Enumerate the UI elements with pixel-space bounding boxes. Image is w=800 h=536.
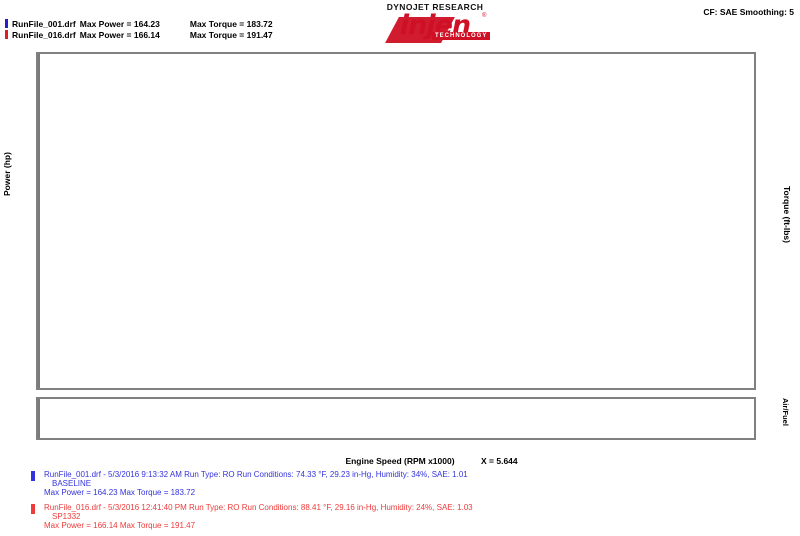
x-axis-label: Engine Speed (RPM x1000): [345, 456, 455, 466]
cursor-line[interactable]: [38, 54, 40, 388]
legend-entry: RunFile_016.drf - 5/3/2016 12:41:40 PM R…: [30, 503, 790, 530]
run-file-name-1: RunFile_001.drf: [12, 18, 76, 29]
air-fuel-plot: [36, 397, 756, 440]
power-torque-curves: [38, 54, 754, 388]
header-run-row: RunFile_016.drf Max Power = 166.14 Max T…: [4, 29, 273, 40]
power-axis-label: Power (hp): [2, 152, 12, 196]
legend-color-swatch-2: [30, 504, 36, 514]
dynojet-research-label: DYNOJET RESEARCH: [386, 2, 484, 12]
legend-run-details-2: RunFile_016.drf - 5/3/2016 12:41:40 PM R…: [44, 503, 473, 512]
run-max-torque-1: Max Torque = 183.72: [189, 18, 273, 29]
run-max-power-1: Max Power = 164.23: [79, 18, 160, 29]
run-max-torque-2: Max Torque = 191.47: [189, 29, 273, 40]
power-torque-plot: [36, 52, 756, 390]
legend-run-maxima-1: Max Power = 164.23 Max Torque = 183.72: [44, 488, 196, 497]
legend-entry: RunFile_001.drf - 5/3/2016 9:13:32 AM Ru…: [30, 470, 790, 497]
cf-smoothing-label: CF: SAE Smoothing: 5: [703, 7, 794, 17]
x-cursor-value: X = 5.644: [481, 456, 518, 466]
torque-axis-label: Torque (ft-lbs): [782, 186, 792, 243]
run-color-swatch-2: [4, 30, 9, 39]
cursor-line-afr[interactable]: [38, 399, 40, 438]
legend-color-swatch-1: [30, 471, 36, 481]
legend-run-maxima-2: Max Power = 166.14 Max Torque = 191.47: [44, 521, 196, 530]
run-legend: RunFile_001.drf - 5/3/2016 9:13:32 AM Ru…: [30, 470, 790, 536]
run-color-swatch-1: [4, 19, 9, 28]
afr-axis-label: Air/Fuel: [781, 398, 790, 426]
header-run-summary: RunFile_001.drf Max Power = 164.23 Max T…: [4, 18, 273, 40]
run-file-name-2: RunFile_016.drf: [12, 29, 76, 40]
brand-block: DYNOJET RESEARCH injen TECHNOLOGY ®: [340, 2, 530, 43]
legend-run-title-1: BASELINE: [52, 479, 92, 488]
injen-technology-label: TECHNOLOGY: [432, 32, 491, 40]
legend-run-details-1: RunFile_001.drf - 5/3/2016 9:13:32 AM Ru…: [44, 470, 468, 479]
header-run-row: RunFile_001.drf Max Power = 164.23 Max T…: [4, 18, 273, 29]
run-max-power-2: Max Power = 166.14: [79, 29, 160, 40]
trademark-icon: ®: [482, 13, 487, 19]
air-fuel-curves: [38, 399, 754, 438]
injen-logo: injen TECHNOLOGY ®: [340, 11, 530, 43]
legend-run-title-2: SP1332: [52, 512, 81, 521]
